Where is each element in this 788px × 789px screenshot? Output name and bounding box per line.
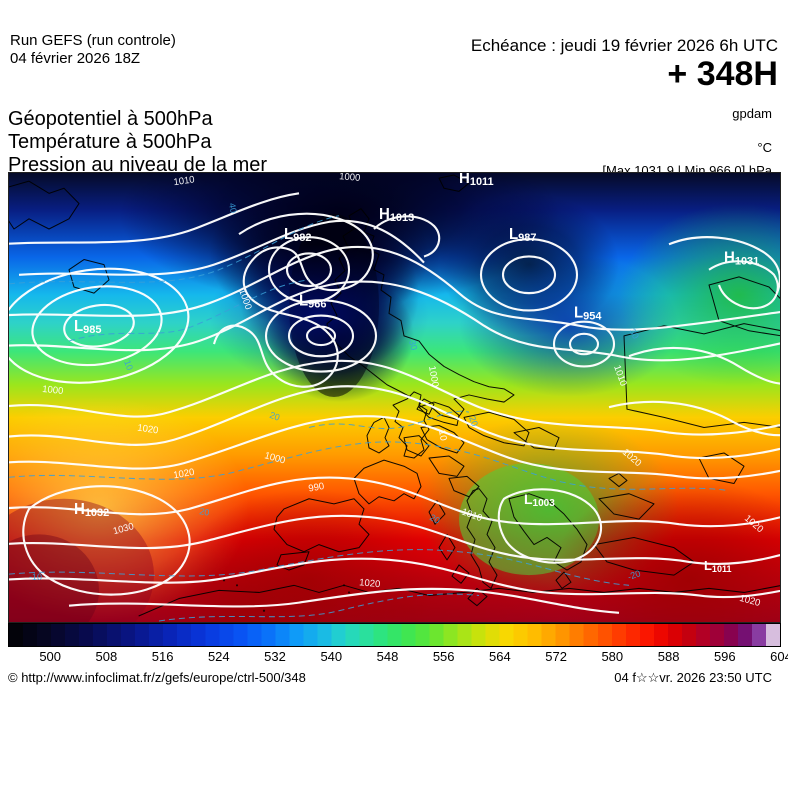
svg-text:20: 20 — [199, 506, 211, 518]
svg-text:1020: 1020 — [359, 577, 381, 590]
svg-text:1000: 1000 — [339, 173, 361, 184]
svg-text:40: 40 — [227, 202, 238, 214]
svg-text:H1011: H1011 — [459, 173, 494, 188]
svg-text:1000: 1000 — [42, 384, 64, 397]
svg-text:-10: -10 — [29, 572, 42, 582]
svg-text:10: 10 — [436, 429, 449, 442]
